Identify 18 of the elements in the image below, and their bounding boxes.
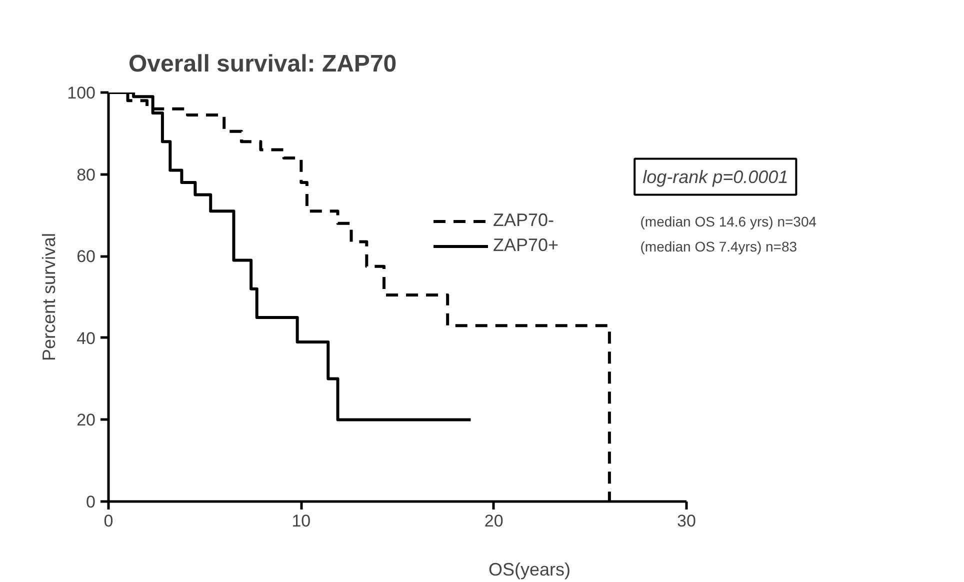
- annotation: log-rank p=0.0001: [642, 166, 788, 187]
- annotation: (median OS 14.6 yrs) n=304: [640, 213, 817, 230]
- x-tick-label: 0: [104, 512, 114, 530]
- legend-label: ZAP70+: [493, 235, 559, 256]
- x-tick-label: 20: [484, 512, 504, 530]
- chart-title: Overall survival: ZAP70: [128, 50, 397, 78]
- x-tick-label: 10: [292, 512, 311, 530]
- y-tick-label: 40: [76, 328, 96, 348]
- y-tick-label: 0: [86, 492, 96, 512]
- x-tick-label: 30: [677, 512, 696, 530]
- x-axis-title: OS(years): [488, 560, 571, 580]
- y-tick-label: 100: [67, 84, 96, 102]
- y-tick-label: 80: [76, 165, 96, 184]
- legend-label: ZAP70-: [493, 210, 554, 231]
- annotation: (median OS 7.4yrs) n=83: [640, 238, 798, 255]
- y-axis-title: Percent survival: [39, 232, 60, 362]
- y-tick-label: 60: [76, 247, 96, 266]
- y-tick-label: 20: [76, 410, 96, 430]
